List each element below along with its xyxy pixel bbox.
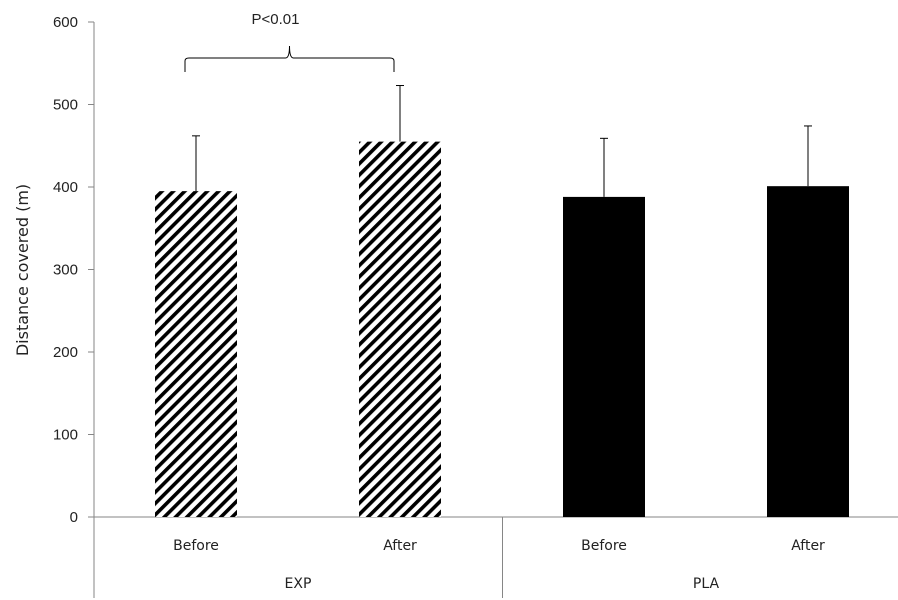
y-tick-label: 0: [70, 509, 78, 526]
y-axis: 0 100 200 300 400 500 600: [53, 14, 95, 598]
category-label: Before: [581, 538, 627, 554]
bars: [155, 141, 849, 518]
error-bars: [192, 85, 812, 197]
y-tick-label: 500: [53, 97, 78, 114]
bar-solid: [563, 196, 645, 517]
y-tick-label: 100: [53, 427, 78, 444]
significance-annotation: P<0.01: [184, 11, 395, 72]
group-label: EXP: [285, 576, 312, 592]
group-label: PLA: [693, 576, 720, 592]
y-tick-label: 600: [53, 14, 78, 31]
y-tick-label: 300: [53, 262, 78, 279]
x-axis: EXP Before After PLA Before After: [94, 516, 898, 598]
bar-solid: [767, 186, 849, 518]
y-tick-label: 400: [53, 179, 78, 196]
category-label: After: [791, 538, 825, 554]
significance-bracket: [184, 45, 395, 72]
y-axis-title: Distance covered (m): [13, 184, 32, 356]
category-label: After: [383, 538, 417, 554]
y-tick-label: 200: [53, 344, 78, 361]
bar-hatched: [155, 191, 237, 517]
category-label: Before: [173, 538, 219, 554]
bar-hatched: [359, 141, 441, 517]
significance-label: P<0.01: [252, 11, 300, 28]
